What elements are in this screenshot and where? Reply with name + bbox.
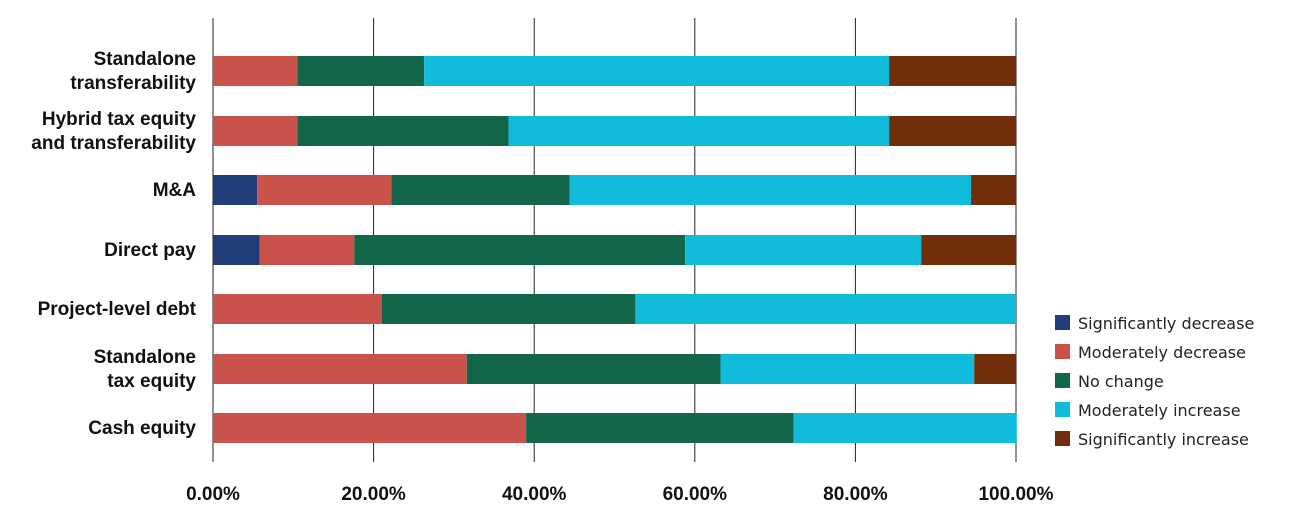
- bar-segment: [213, 413, 527, 443]
- x-tick-label: 80.00%: [823, 484, 888, 505]
- bar-segment: [381, 294, 636, 324]
- bar-segment: [971, 175, 1016, 205]
- bar-segment: [257, 175, 392, 205]
- bar-segment: [974, 354, 1016, 384]
- bar-segment: [213, 354, 467, 384]
- bar-segment: [685, 235, 922, 265]
- legend-label: No change: [1078, 372, 1164, 391]
- bar-segment: [921, 235, 1016, 265]
- bar-segment: [793, 413, 1017, 443]
- bar-segment: [213, 56, 298, 86]
- bar-segment: [889, 116, 1016, 146]
- category-label: Project-level debt: [38, 299, 197, 320]
- category-label: Cash equity: [88, 418, 196, 439]
- legend: Significantly decrease Moderately decreas…: [1055, 314, 1254, 449]
- category-label: Standalone transferability: [70, 49, 196, 94]
- bars: [213, 56, 1017, 443]
- bar-segment: [213, 294, 382, 324]
- bar-segment: [508, 116, 890, 146]
- bar-segment: [526, 413, 794, 443]
- legend-swatch: [1055, 373, 1070, 388]
- bar-segment: [354, 235, 686, 265]
- legend-label: Moderately increase: [1078, 401, 1241, 420]
- x-tick-label: 0.00%: [186, 484, 240, 505]
- x-axis-tick-labels: 0.00% 20.00% 40.00% 60.00% 80.00% 100.00%: [186, 484, 1054, 505]
- legend-swatch: [1055, 431, 1070, 446]
- legend-swatch: [1055, 402, 1070, 417]
- x-tick-label: 40.00%: [502, 484, 567, 505]
- bar-segment: [297, 116, 509, 146]
- category-labels: Standalone transferability Hybrid tax equi…: [31, 49, 196, 439]
- bar-segment: [466, 354, 721, 384]
- category-label: M&A: [153, 180, 197, 201]
- x-tick-label: 100.00%: [978, 484, 1053, 505]
- legend-label: Significantly decrease: [1078, 314, 1254, 333]
- category-label: Direct pay: [104, 240, 196, 261]
- x-tick-label: 60.00%: [663, 484, 728, 505]
- bar-segment: [391, 175, 570, 205]
- bar-segment: [213, 235, 260, 265]
- legend-label: Moderately decrease: [1078, 343, 1246, 362]
- legend-swatch: [1055, 315, 1070, 330]
- legend-label: Significantly increase: [1078, 430, 1249, 449]
- category-label: Hybrid tax equity and transferability: [31, 109, 196, 154]
- legend-swatch: [1055, 344, 1070, 359]
- x-tick-label: 20.00%: [341, 484, 406, 505]
- bar-segment: [889, 56, 1016, 86]
- bar-segment: [213, 175, 258, 205]
- bar-segment: [297, 56, 425, 86]
- bar-segment: [635, 294, 1016, 324]
- bar-segment: [424, 56, 890, 86]
- category-label: Standalone tax equity: [94, 347, 197, 392]
- bar-segment: [259, 235, 355, 265]
- bar-segment: [720, 354, 975, 384]
- bar-segment: [213, 116, 298, 146]
- bar-segment: [569, 175, 972, 205]
